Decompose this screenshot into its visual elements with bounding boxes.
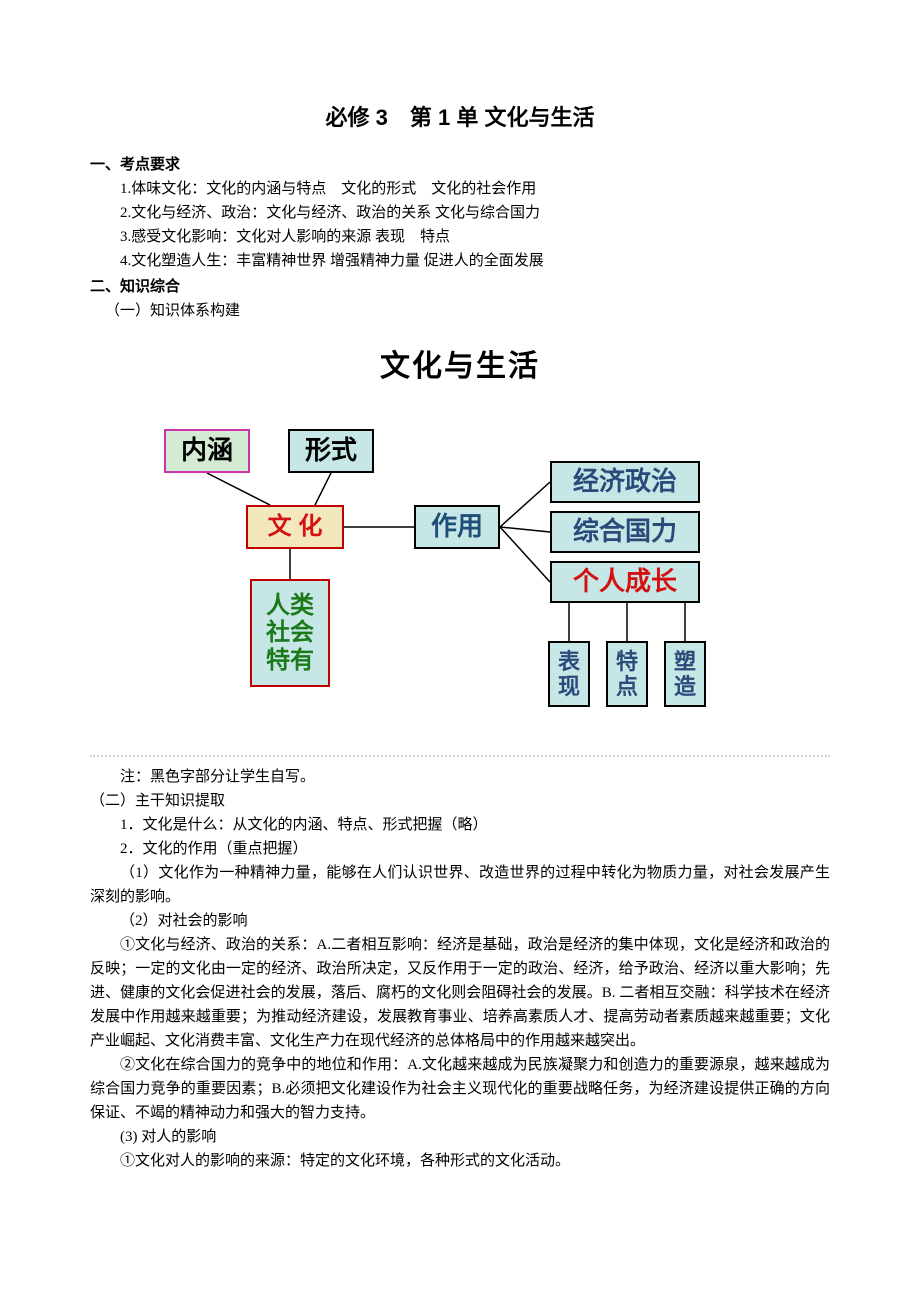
diagram-block: 文化与生活 内涵形式文 化 作用人类 社会 特有 经济政治综合国力个人成长表 现特 … (90, 333, 830, 757)
diagram-node-tedian: 特 点 (606, 641, 648, 707)
requirement-1: 1.体味文化：文化的内涵与特点 文化的形式 文化的社会作用 (90, 177, 830, 201)
requirement-2: 2.文化与经济、政治：文化与经济、政治的关系 文化与综合国力 (90, 201, 830, 225)
k2-2-1: ①文化与经济、政治的关系：A.二者相互影响：经济是基础，政治是经济的集中体现，文… (90, 933, 830, 1053)
k2-2-2: ②文化在综合国力的竞争中的地位和作用：A.文化越来越成为民族凝聚力和创造力的重要… (90, 1053, 830, 1125)
diagram-node-jingji: 经济政治 (550, 461, 700, 503)
section-1-head: 一、考点要求 (90, 153, 830, 177)
diagram-node-guoli: 综合国力 (550, 511, 700, 553)
k2: 2．文化的作用（重点把握） (90, 837, 830, 861)
diagram-node-neihan: 内涵 (164, 429, 250, 473)
diagram-node-wenhua: 文 化 (246, 505, 344, 549)
diagram-node-biaoxian: 表 现 (548, 641, 590, 707)
k2-1: （1）文化作为一种精神力量，能够在人们认识世界、改造世界的过程中转化为物质力量，… (90, 861, 830, 909)
diagram-node-zuoyong: 作用 (414, 505, 500, 549)
subsection-2-2: （二）主干知识提取 (90, 789, 830, 813)
diagram-node-renlei: 人类 社会 特有 (250, 579, 330, 687)
diagram-note: 注：黑色字部分让学生自写。 (90, 765, 830, 789)
concept-diagram: 内涵形式文 化 作用人类 社会 特有 经济政治综合国力个人成长表 现特 点塑 造 (160, 425, 760, 737)
diagram-title: 文化与生活 (90, 343, 830, 391)
document-page: 必修 3 第 1 单 文化与生活 一、考点要求 1.体味文化：文化的内涵与特点 … (0, 0, 920, 1302)
k2-3-1: ①文化对人的影响的来源：特定的文化环境，各种形式的文化活动。 (90, 1149, 830, 1173)
section-2-head: 二、知识综合 (90, 275, 830, 299)
subsection-2-1: （一）知识体系构建 (90, 299, 830, 323)
diagram-node-xingshi: 形式 (288, 429, 374, 473)
requirement-4: 4.文化塑造人生：丰富精神世界 增强精神力量 促进人的全面发展 (90, 249, 830, 273)
requirement-3: 3.感受文化影响：文化对人影响的来源 表现 特点 (90, 225, 830, 249)
k2-2: （2）对社会的影响 (90, 909, 830, 933)
diagram-node-geren: 个人成长 (550, 561, 700, 603)
k2-3: (3) 对人的影响 (90, 1125, 830, 1149)
diagram-node-suzao: 塑 造 (664, 641, 706, 707)
k1: 1．文化是什么：从文化的内涵、特点、形式把握（略） (90, 813, 830, 837)
page-title: 必修 3 第 1 单 文化与生活 (90, 100, 830, 135)
